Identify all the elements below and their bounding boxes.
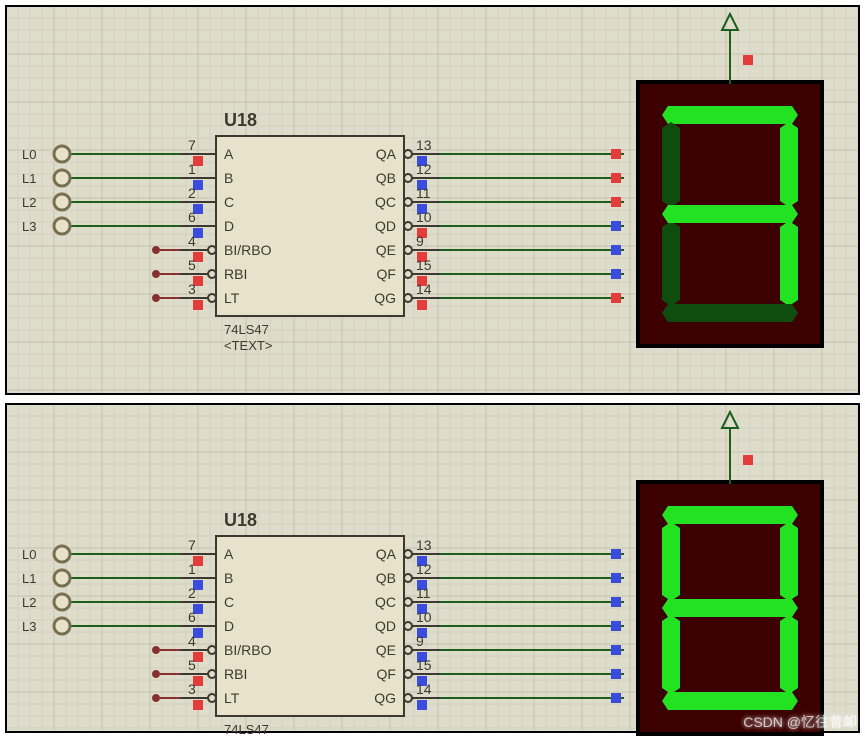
svg-text:L3: L3	[22, 219, 36, 234]
svg-text:RBI: RBI	[224, 266, 247, 282]
svg-text:QC: QC	[375, 194, 396, 210]
svg-text:2: 2	[188, 185, 196, 201]
svg-text:L1: L1	[22, 571, 36, 586]
svg-text:11: 11	[416, 585, 431, 601]
svg-text:4: 4	[188, 233, 196, 249]
schematic-panel: U18 74LS47<TEXT> 7 A 1 B 2 C 6 D 4 BI/RBO 5 RBI 3 LT 13 Q…	[6, 6, 859, 394]
proteus-schematic: U1874LS47<TEXT>7A1B2C6D4BI/RBO5RBI3LT13Q…	[0, 0, 865, 738]
svg-text:10: 10	[416, 209, 432, 225]
svg-text:L3: L3	[22, 619, 36, 634]
svg-text:9: 9	[416, 233, 424, 249]
svg-text:1: 1	[188, 561, 196, 577]
svg-text:B: B	[224, 170, 233, 186]
svg-text:QF: QF	[377, 666, 396, 682]
seven-segment-display	[636, 80, 824, 348]
svg-text:14: 14	[416, 681, 432, 697]
svg-text:LT: LT	[224, 290, 240, 306]
svg-text:12: 12	[416, 161, 432, 177]
svg-text:A: A	[224, 546, 234, 562]
svg-text:D: D	[224, 618, 234, 634]
svg-text:3: 3	[188, 681, 196, 697]
svg-text:15: 15	[416, 657, 432, 673]
svg-text:QG: QG	[374, 290, 396, 306]
svg-text:L1: L1	[22, 171, 36, 186]
svg-text:BI/RBO: BI/RBO	[224, 242, 272, 258]
svg-text:QE: QE	[376, 242, 396, 258]
svg-text:14: 14	[416, 281, 432, 297]
svg-text:7: 7	[188, 137, 196, 153]
svg-text:QD: QD	[375, 218, 396, 234]
svg-text:QB: QB	[376, 570, 396, 586]
svg-text:L0: L0	[22, 147, 36, 162]
svg-text:RBI: RBI	[224, 666, 247, 682]
svg-text:12: 12	[416, 561, 432, 577]
svg-text:74LS47: 74LS47	[224, 322, 269, 337]
svg-text:15: 15	[416, 257, 432, 273]
svg-text:9: 9	[416, 633, 424, 649]
svg-text:QC: QC	[375, 594, 396, 610]
schematic-panel: U18 74LS47 7 A 1 B 2 C 6 D 4 BI/RBO 5 RBI 3 LT 13 QA 12 QB 1…	[6, 404, 859, 737]
svg-text:L2: L2	[22, 595, 36, 610]
svg-text:C: C	[224, 194, 234, 210]
svg-text:13: 13	[416, 537, 432, 553]
svg-text:C: C	[224, 594, 234, 610]
svg-text:QA: QA	[376, 546, 397, 562]
svg-text:4: 4	[188, 633, 196, 649]
svg-text:3: 3	[188, 281, 196, 297]
svg-text:U18: U18	[224, 510, 257, 530]
seven-segment-display	[636, 480, 824, 736]
svg-text:L0: L0	[22, 547, 36, 562]
svg-text:U18: U18	[224, 110, 257, 130]
svg-text:1: 1	[188, 161, 196, 177]
svg-text:5: 5	[188, 257, 196, 273]
svg-text:6: 6	[188, 209, 196, 225]
svg-text:BI/RBO: BI/RBO	[224, 642, 272, 658]
svg-text:D: D	[224, 218, 234, 234]
svg-text:<TEXT>: <TEXT>	[224, 338, 272, 353]
svg-text:2: 2	[188, 585, 196, 601]
svg-text:B: B	[224, 570, 233, 586]
svg-text:6: 6	[188, 609, 196, 625]
svg-text:QD: QD	[375, 618, 396, 634]
svg-text:QG: QG	[374, 690, 396, 706]
svg-text:QA: QA	[376, 146, 397, 162]
svg-text:11: 11	[416, 185, 431, 201]
watermark: CSDN @忆往昔卹	[743, 712, 857, 732]
svg-text:A: A	[224, 146, 234, 162]
svg-text:10: 10	[416, 609, 432, 625]
svg-text:13: 13	[416, 137, 432, 153]
svg-text:74LS47: 74LS47	[224, 722, 269, 737]
svg-text:LT: LT	[224, 690, 240, 706]
svg-text:QE: QE	[376, 642, 396, 658]
svg-text:L2: L2	[22, 195, 36, 210]
svg-text:QB: QB	[376, 170, 396, 186]
svg-text:5: 5	[188, 657, 196, 673]
svg-text:QF: QF	[377, 266, 396, 282]
svg-text:7: 7	[188, 537, 196, 553]
